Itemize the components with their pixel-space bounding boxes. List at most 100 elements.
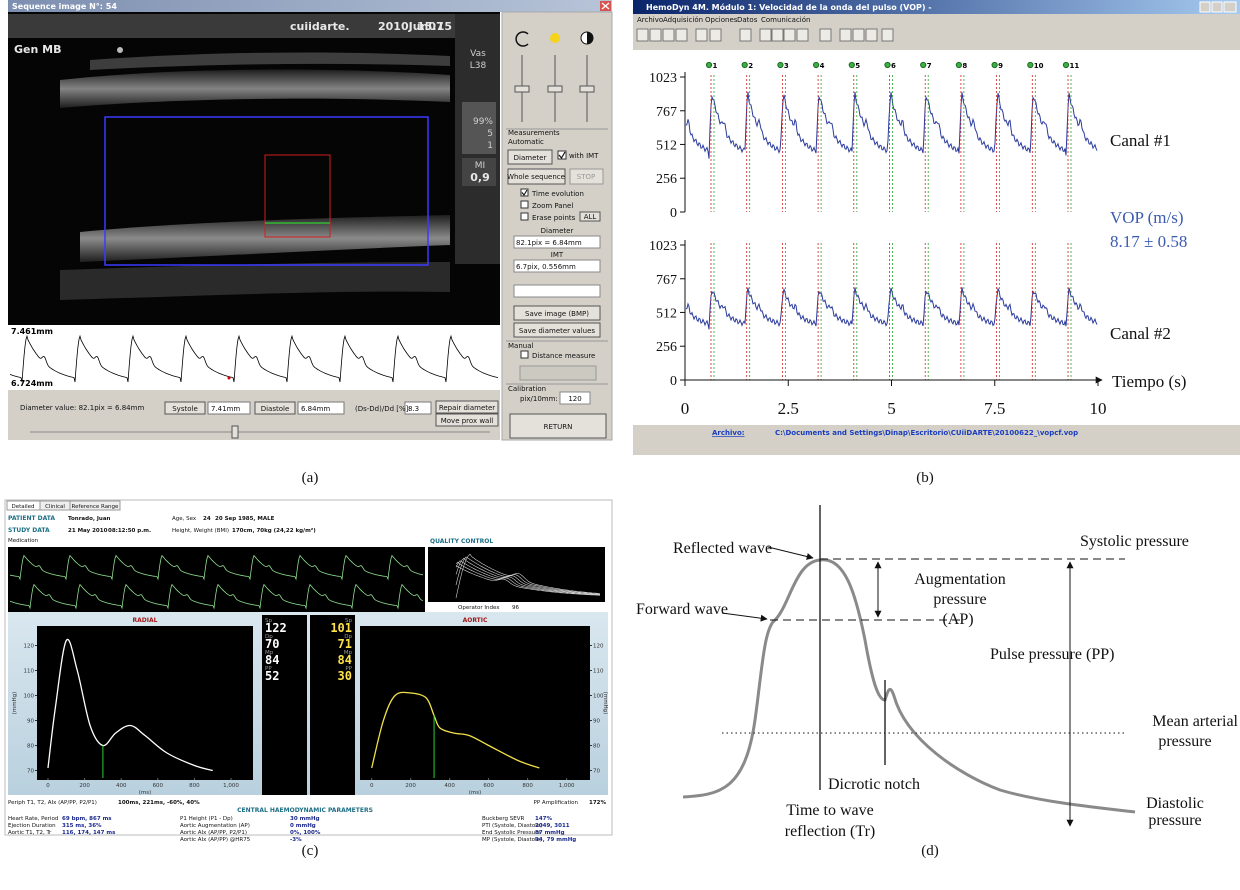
diastole-button[interactable]: [254, 401, 296, 415]
label: pix/10mm:: [520, 395, 558, 403]
toolbar-button[interactable]: [796, 28, 809, 42]
param-value: 87 mmHg: [535, 830, 565, 836]
qc-curve: [455, 560, 601, 595]
imt-box: [264, 154, 331, 238]
save-diameter-button[interactable]: [513, 322, 601, 338]
label: 24: [203, 516, 211, 522]
marker-dot: [884, 61, 891, 69]
qc-curve: [455, 561, 601, 596]
toolbar-button[interactable]: [739, 28, 752, 42]
label: Height, Weight (BMI): [172, 528, 229, 534]
panel-c: 70 80 90 100 110 120 0 200 400 600 800 1,000 70 80 90 1…: [4, 499, 613, 836]
slider[interactable]: [547, 85, 563, 93]
toolbar-button[interactable]: [783, 28, 796, 42]
y-tick-label: 256: [656, 340, 677, 355]
label: (Ds-Dd)/Dd [%]:: [355, 405, 411, 413]
repair-button[interactable]: [435, 400, 499, 414]
checkbox[interactable]: [520, 200, 529, 209]
toolbar-button[interactable]: [675, 28, 688, 42]
toolbar-button[interactable]: [636, 28, 649, 42]
label: 1: [487, 141, 493, 151]
param-value: 30 mmHg: [290, 816, 320, 822]
ratio-field: [404, 401, 432, 415]
close-button[interactable]: [1223, 1, 1237, 13]
toolbar-button[interactable]: [709, 28, 722, 42]
marker-dot: [741, 61, 748, 69]
y-tick-label: 80: [27, 744, 34, 750]
label: (ms): [139, 790, 152, 796]
minimize-button[interactable]: [1199, 1, 1211, 13]
title-bar: [8, 0, 612, 12]
toolbar-button[interactable]: [881, 28, 894, 42]
reset-icon[interactable]: [515, 31, 529, 47]
toolbar-button[interactable]: [819, 28, 832, 42]
mi-box: [462, 158, 496, 186]
return-button[interactable]: [509, 413, 607, 439]
diameter-button[interactable]: [507, 149, 553, 165]
all-button[interactable]: [579, 211, 601, 222]
toolbar-button[interactable]: [852, 28, 865, 42]
save-image-button[interactable]: [513, 305, 601, 321]
slider[interactable]: [514, 85, 530, 93]
x-tick-label: 600: [483, 783, 494, 789]
stop-button[interactable]: [569, 168, 604, 185]
toolbar-button[interactable]: [865, 28, 878, 42]
label: 82.1pix = 6.84mm: [516, 239, 582, 247]
reflected-arrow: [767, 546, 814, 560]
close-icon: [601, 2, 610, 10]
value-label: Mp: [344, 650, 353, 656]
annotation: pressure: [1158, 733, 1211, 750]
param-value: 147%: [535, 816, 552, 822]
plot-area: [633, 50, 1240, 425]
slider[interactable]: [579, 85, 595, 93]
title-bar: [633, 0, 1240, 14]
marker-dot: [813, 61, 820, 69]
checkbox[interactable]: [520, 212, 529, 221]
label: 120: [568, 395, 581, 403]
checkbox[interactable]: [520, 350, 529, 359]
annotation: pressure: [933, 591, 986, 608]
check-mark: [521, 189, 528, 196]
qc-curve: [455, 553, 601, 599]
marker-label: 9: [998, 62, 1003, 70]
systole-button[interactable]: [164, 401, 206, 415]
param-value: -3%: [290, 837, 302, 843]
maximize-button[interactable]: [1211, 1, 1223, 13]
marker-label: 6: [891, 62, 896, 70]
checkbox[interactable]: [520, 188, 529, 197]
value: 52: [265, 669, 279, 683]
toolbar-button[interactable]: [839, 28, 852, 42]
label: RETURN: [544, 423, 573, 431]
whole-sequence-button[interactable]: [507, 168, 566, 185]
label: 96: [512, 605, 519, 611]
marker-label: 2: [748, 62, 753, 70]
x-tick-label: 0: [681, 399, 690, 418]
marker-dot: [777, 61, 784, 69]
aortic-values-box: [310, 615, 355, 795]
marker-label: 1: [713, 62, 718, 70]
label: Whole sequence: [507, 173, 565, 181]
param-label: Aortic Augmentation (AP): [180, 823, 250, 829]
brightness-icon[interactable]: [550, 33, 560, 43]
systole-field: [207, 401, 251, 415]
label: with IMT: [569, 152, 599, 160]
tab[interactable]: [69, 500, 121, 511]
label: 5: [487, 129, 493, 139]
annotation: Systolic pressure: [1080, 533, 1189, 550]
marker-label: 3: [784, 62, 789, 70]
checkbox[interactable]: [557, 150, 567, 160]
distance-field: [519, 365, 597, 381]
label: Measurements: [508, 129, 560, 137]
toolbar-button[interactable]: [662, 28, 675, 42]
slider-thumb[interactable]: [231, 425, 239, 439]
toolbar-button[interactable]: [771, 28, 784, 42]
toolbar-button[interactable]: [759, 28, 772, 42]
move-button[interactable]: [435, 413, 499, 427]
y-tick-label: 110: [593, 669, 604, 675]
toolbar-button[interactable]: [649, 28, 662, 42]
diastole-field: [297, 401, 345, 415]
label: 170cm, 70kg (24,22 kg/m²): [232, 527, 316, 534]
aortic-waveform: [371, 691, 540, 769]
toolbar-button[interactable]: [695, 28, 708, 42]
